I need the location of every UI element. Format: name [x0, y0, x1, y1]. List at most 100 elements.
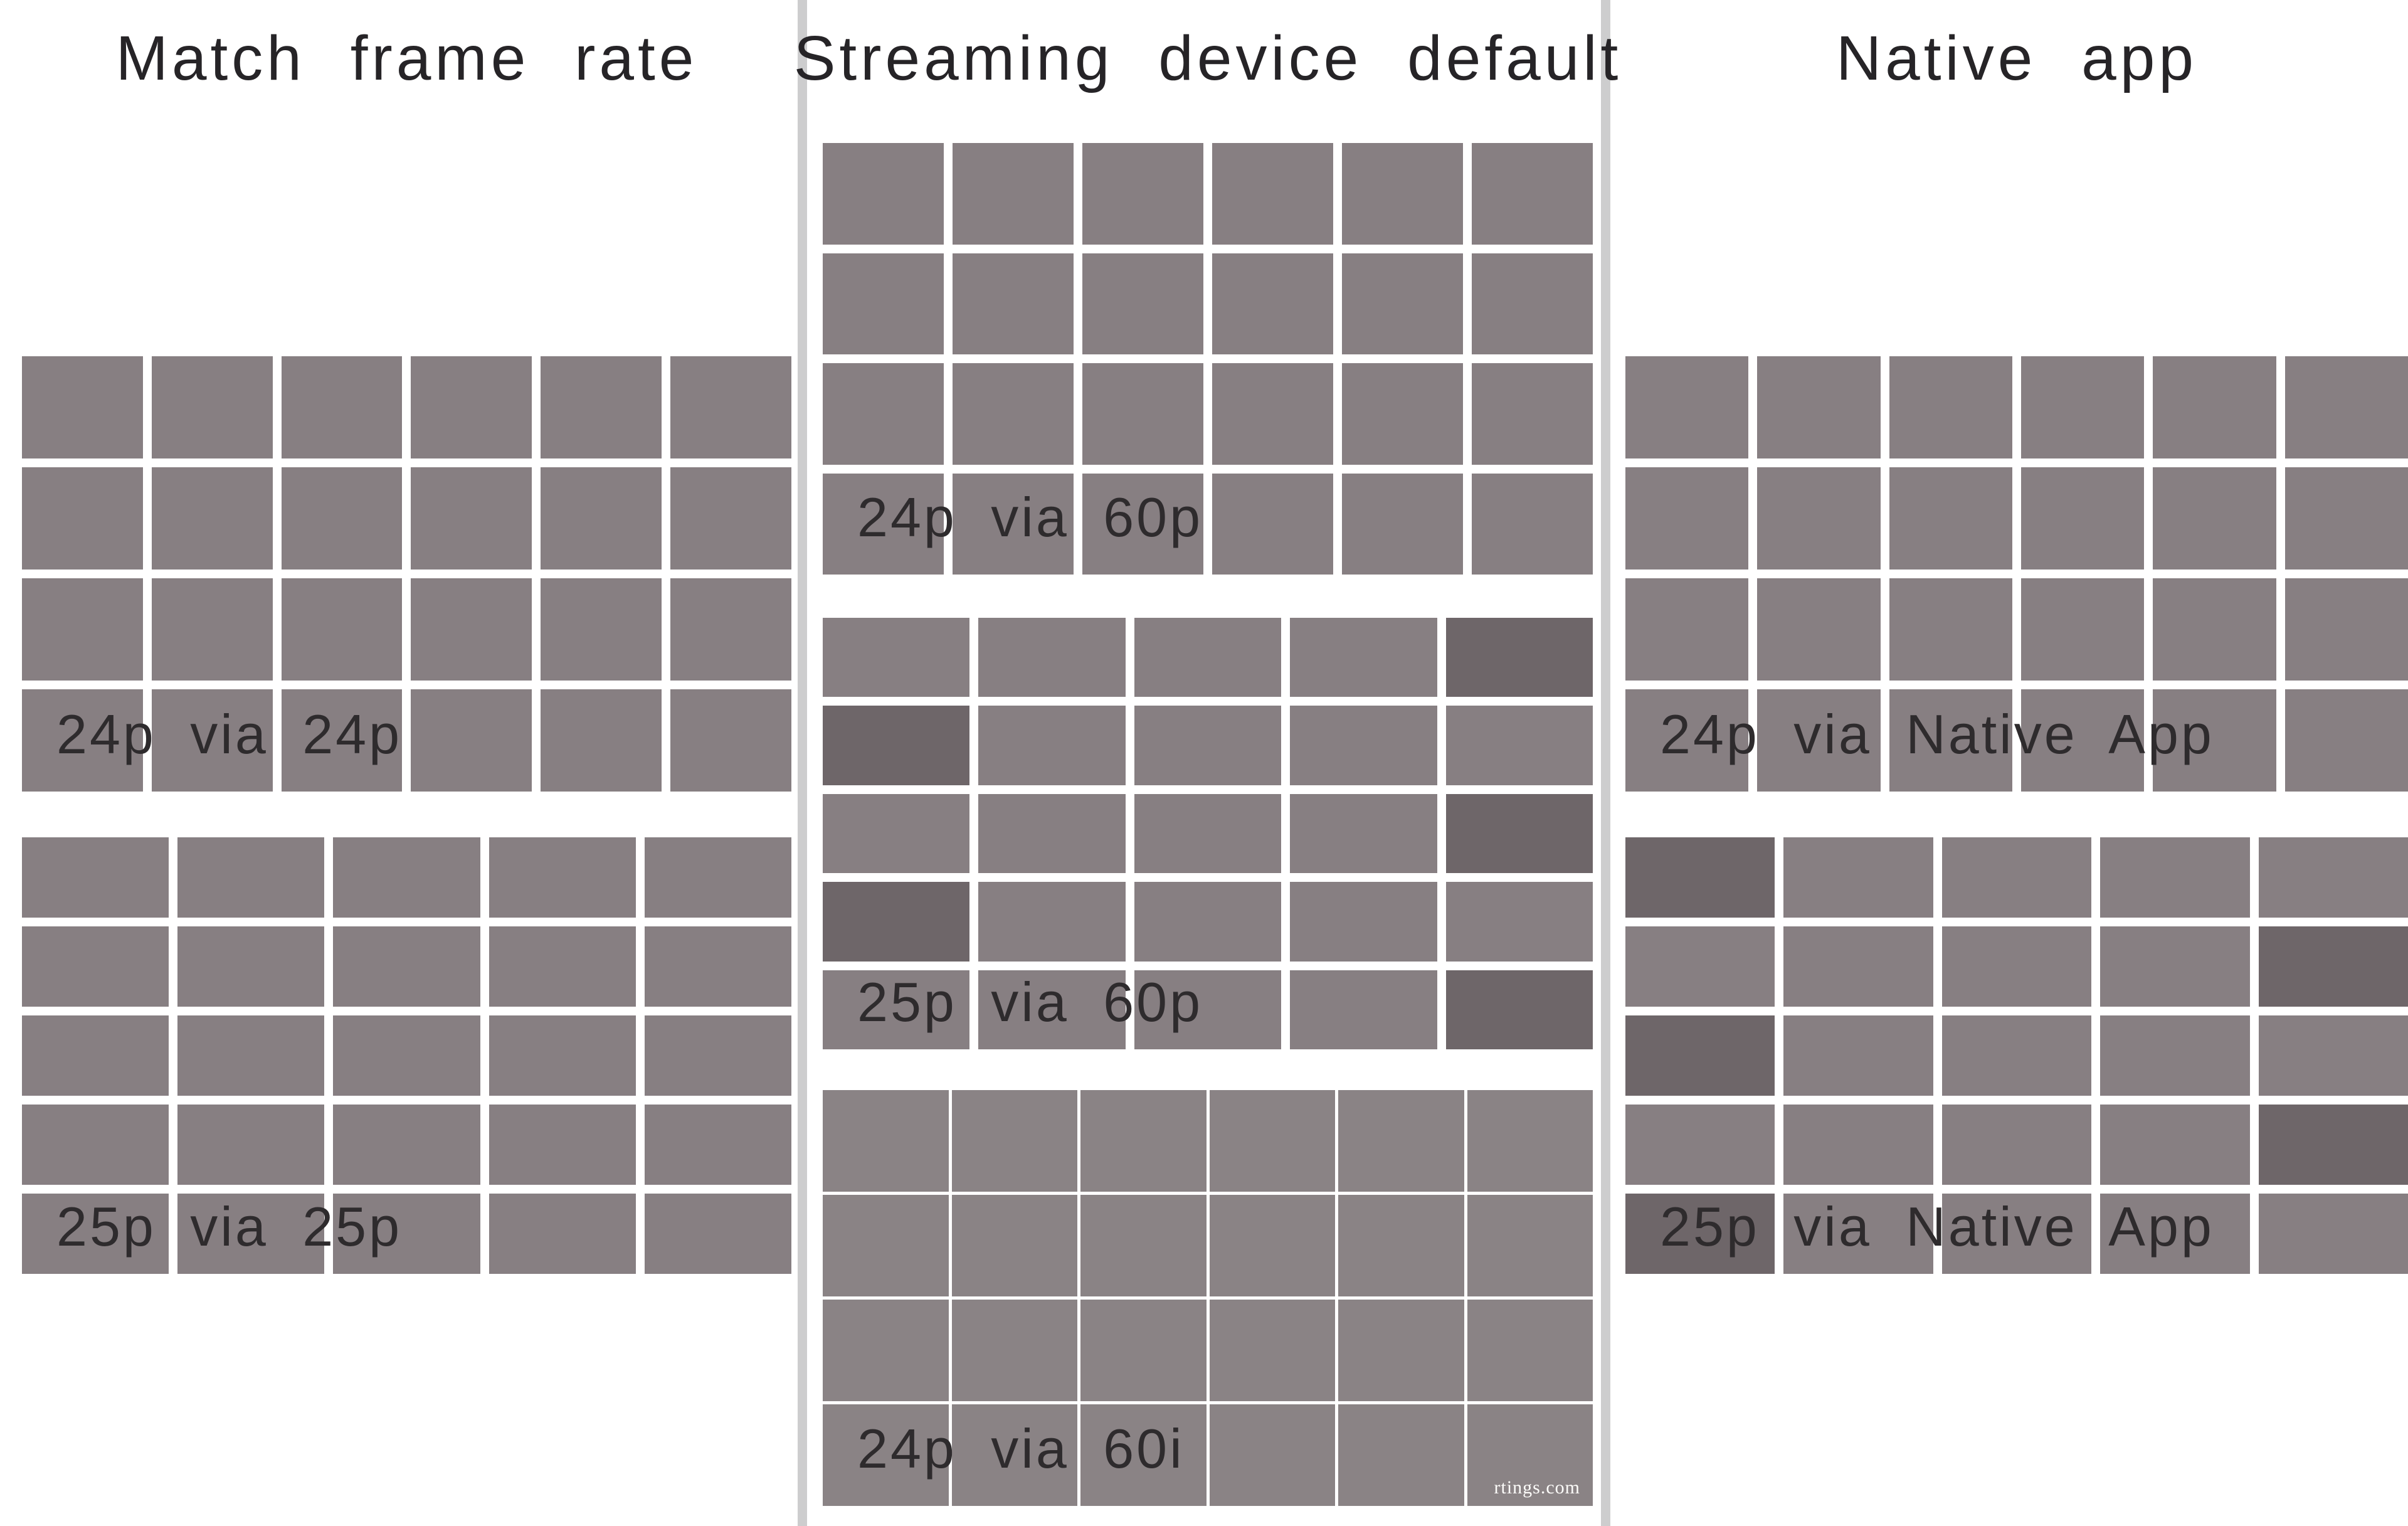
grid-cell — [281, 689, 403, 792]
pattern-cells — [1625, 356, 2408, 792]
grid-cell — [1757, 689, 1881, 792]
grid-cell — [1209, 1404, 1335, 1506]
grid-cell — [2100, 1015, 2250, 1096]
grid-cell — [1082, 473, 1203, 575]
grid-cell — [951, 1090, 1077, 1192]
grid-cell — [670, 467, 791, 570]
grid-cell — [1290, 882, 1437, 962]
grid-cell — [281, 356, 403, 458]
grid-cell — [953, 473, 1074, 575]
grid-cell — [823, 793, 970, 874]
grid-cell — [411, 578, 532, 681]
grid-cell — [488, 926, 636, 1007]
grid-cell — [1342, 143, 1463, 245]
grid-cell — [1342, 253, 1463, 354]
grid-cell — [411, 689, 532, 792]
grid-cell — [2100, 1105, 2250, 1185]
grid-cell — [1472, 473, 1593, 575]
grid-cell — [1941, 1194, 2092, 1274]
grid-cell — [22, 578, 143, 681]
grid-cell — [2100, 926, 2250, 1007]
grid-cell — [333, 1015, 480, 1096]
grid-cell — [644, 1105, 791, 1185]
rtings-watermark: rtings.com — [1494, 1477, 1580, 1498]
grid-cell — [1134, 793, 1282, 874]
column-title-match-frame-rate: Match frame rate — [115, 23, 698, 93]
grid-cell — [1625, 578, 1749, 681]
grid-cell — [1757, 578, 1881, 681]
grid-cell — [333, 926, 480, 1007]
grid-cell — [1080, 1090, 1207, 1192]
grid-cell — [823, 253, 944, 354]
grid-cell — [978, 618, 1126, 697]
grid-cell — [2284, 356, 2408, 458]
grid-cell — [1889, 689, 2012, 792]
grid-cell — [2153, 356, 2276, 458]
grid-cell — [488, 1105, 636, 1185]
grid-cell — [1757, 467, 1881, 570]
grid-cell — [1209, 1090, 1335, 1192]
grid-cell — [333, 1105, 480, 1185]
grid-cell — [823, 706, 970, 785]
grid-cell — [1082, 253, 1203, 354]
grid-cell — [2258, 1015, 2408, 1096]
grid-cell — [1472, 363, 1593, 465]
grid-cell — [22, 1194, 169, 1274]
grid-cell — [670, 689, 791, 792]
grid-cell — [1625, 837, 1775, 918]
grid-cell — [1757, 356, 1881, 458]
grid-cell — [978, 706, 1126, 785]
grid-cell — [1082, 143, 1203, 245]
grid-cell — [22, 926, 169, 1007]
grid-cell — [1445, 970, 1593, 1049]
grid-cell — [1134, 618, 1282, 697]
grid-cell — [1080, 1300, 1207, 1401]
grid-cell — [1290, 793, 1437, 874]
grid-cell — [644, 1015, 791, 1096]
grid-cell — [1472, 253, 1593, 354]
grid-cell — [2100, 1194, 2250, 1274]
grid-cell — [281, 467, 403, 570]
grid-cell — [1941, 1015, 2092, 1096]
grid-cell — [1941, 837, 2092, 918]
grid-cell — [22, 1015, 169, 1096]
grid-cell — [1625, 1194, 1775, 1274]
grid-cell — [541, 689, 662, 792]
grid-cell — [1338, 1404, 1464, 1506]
grid-cell — [2284, 689, 2408, 792]
grid-cell — [823, 363, 944, 465]
grid-cell — [1212, 143, 1333, 245]
grid-cell — [1080, 1195, 1207, 1296]
grid-cell — [1338, 1195, 1464, 1296]
grid-cell — [2153, 578, 2276, 681]
grid-cell — [823, 143, 944, 245]
grid-cell — [411, 467, 532, 570]
grid-cell — [951, 1195, 1077, 1296]
column-title-streaming-device-default: Streaming device default — [793, 23, 1622, 93]
grid-cell — [823, 618, 970, 697]
grid-cell — [541, 578, 662, 681]
grid-cell — [177, 837, 325, 918]
test-pattern-24p-via-60p: 24p via 60p — [823, 143, 1593, 575]
grid-cell — [2284, 578, 2408, 681]
grid-cell — [823, 1300, 949, 1401]
grid-cell — [1080, 1404, 1207, 1506]
grid-cell — [1445, 706, 1593, 785]
pattern-cells — [823, 143, 1593, 575]
grid-cell — [333, 837, 480, 918]
grid-cell — [1467, 1195, 1593, 1296]
grid-cell — [2020, 467, 2145, 570]
grid-cell — [2258, 1105, 2408, 1185]
grid-cell — [411, 356, 532, 458]
pattern-cells — [22, 356, 791, 792]
grid-cell — [1342, 363, 1463, 465]
grid-cell — [1783, 1015, 1933, 1096]
grid-cell — [978, 970, 1126, 1049]
pattern-cells — [823, 1090, 1593, 1506]
grid-cell — [488, 1194, 636, 1274]
grid-cell — [2284, 467, 2408, 570]
grid-cell — [1134, 882, 1282, 962]
grid-cell — [22, 837, 169, 918]
grid-cell — [1445, 882, 1593, 962]
